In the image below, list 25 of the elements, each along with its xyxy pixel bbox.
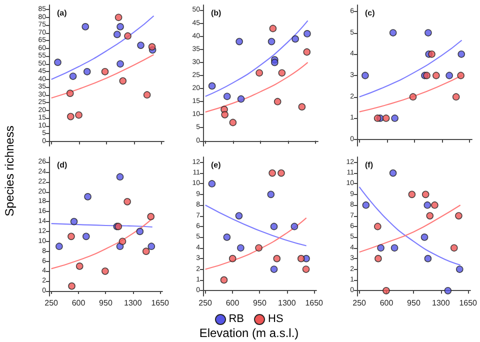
x-tick-label: 1650: [305, 298, 324, 308]
x-tick-label: 950: [99, 298, 113, 308]
x-tick-label: 250: [352, 298, 367, 308]
chart-title: (c): [365, 8, 376, 18]
x-tick-label: 1650: [151, 298, 170, 308]
x-tick-label: 1650: [459, 298, 478, 308]
x-tick-label: 1300: [432, 298, 450, 308]
y-axis-title: Species richness: [2, 126, 16, 216]
x-tick-label: 950: [407, 298, 421, 308]
chart-title: (d): [57, 160, 68, 170]
x-tick-label: 250: [44, 298, 59, 308]
x-tick-label: 1300: [124, 298, 142, 308]
x-tick-label: 950: [253, 298, 267, 308]
legend-label: RB: [228, 313, 244, 325]
chart-title: (f): [365, 160, 374, 170]
x-tick-label: 600: [380, 298, 394, 308]
x-tick-label: 250: [198, 298, 213, 308]
chart-title: (a): [57, 8, 68, 18]
x-tick-label: 600: [72, 298, 86, 308]
chart-title: (e): [211, 160, 222, 170]
chart-title: (b): [211, 8, 222, 18]
x-axis-title: Elevation (m a.s.l.): [198, 326, 300, 342]
legend-label: HS: [268, 313, 284, 325]
x-tick-label: 600: [226, 298, 240, 308]
x-tick-label: 1300: [278, 298, 296, 308]
